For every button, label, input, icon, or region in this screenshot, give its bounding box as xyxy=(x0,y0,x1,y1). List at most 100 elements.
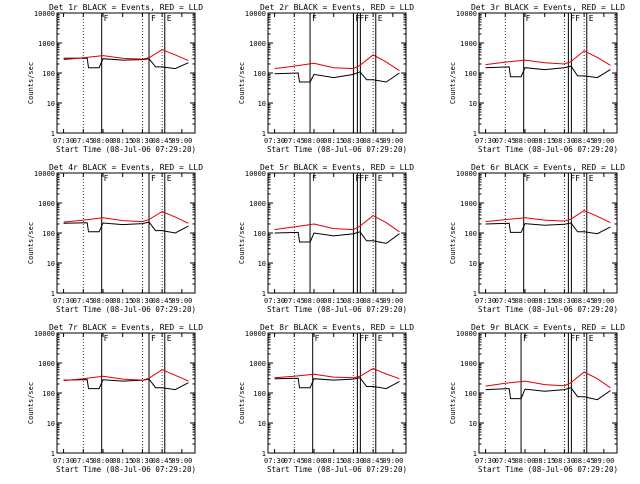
event-marker-label: F xyxy=(151,174,156,183)
y-axis-label: Counts/sec xyxy=(27,222,35,264)
y-tick-label: 1000 xyxy=(38,40,55,48)
panel-title: Det 1r BLACK = Events, RED = LLD xyxy=(49,3,203,12)
event-marker-label: FF xyxy=(359,334,369,343)
y-tick-label: 100 xyxy=(464,230,477,238)
x-tick-label: 08:30 xyxy=(132,137,153,145)
panel-title: Det 6r BLACK = Events, RED = LLD xyxy=(471,163,625,172)
y-axis-label: Counts/sec xyxy=(27,62,35,104)
panel-title: Det 7r BLACK = Events, RED = LLD xyxy=(49,323,203,332)
x-tick-label: 08:00 xyxy=(303,297,324,305)
y-tick-label: 1000 xyxy=(38,200,55,208)
x-tick-label: 08:30 xyxy=(554,137,575,145)
plot-frame xyxy=(478,332,618,454)
x-tick-label: 08:45 xyxy=(574,137,595,145)
event-marker-label: F xyxy=(526,174,531,183)
event-marker-label: F xyxy=(104,174,109,183)
x-tick-label: 08:30 xyxy=(343,137,364,145)
y-tick-label: 1000 xyxy=(249,200,266,208)
y-tick-label: 10 xyxy=(469,420,477,428)
y-tick-label: 1 xyxy=(262,450,266,458)
x-tick-label: 09:00 xyxy=(171,137,192,145)
detector-panel-7: Det 7r BLACK = Events, RED = LLD 1 10 100 10… xyxy=(27,323,203,474)
panel-title: Det 5r BLACK = Events, RED = LLD xyxy=(260,163,414,172)
x-tick-label: 09:00 xyxy=(382,297,403,305)
y-tick-label: 1000 xyxy=(460,40,477,48)
x-tick-label: 08:15 xyxy=(323,297,344,305)
events-series-line xyxy=(63,378,189,391)
x-tick-label: 08:15 xyxy=(323,137,344,145)
event-marker-label: E xyxy=(378,334,383,343)
lld-series-line xyxy=(485,210,611,224)
event-marker-label: F xyxy=(523,334,528,343)
event-marker-label: F xyxy=(151,334,156,343)
y-axis-label: Counts/sec xyxy=(238,382,246,424)
x-axis-label: Start Time (08-Jul-06 07:29:20) xyxy=(267,305,407,314)
x-tick-label: 07:45 xyxy=(284,297,305,305)
x-tick-label: 08:15 xyxy=(534,137,555,145)
lld-series-line xyxy=(274,54,400,72)
event-marker-label: FF xyxy=(570,334,580,343)
x-tick-label: 07:45 xyxy=(284,137,305,145)
panel-title: Det 8r BLACK = Events, RED = LLD xyxy=(260,323,414,332)
y-tick-label: 1 xyxy=(473,450,477,458)
x-tick-label: 07:30 xyxy=(475,297,496,305)
x-tick-label: 07:30 xyxy=(264,457,285,465)
detector-panel-3: Det 3r BLACK = Events, RED = LLD 1 10 100 10… xyxy=(449,3,625,154)
y-axis-label: Counts/sec xyxy=(449,62,457,104)
x-tick-label: 08:00 xyxy=(92,457,113,465)
events-series-line xyxy=(485,65,611,79)
y-axis-label: Counts/sec xyxy=(27,382,35,424)
y-axis-label: Counts/sec xyxy=(449,382,457,424)
y-tick-label: 100 xyxy=(253,70,266,78)
plot-frame xyxy=(478,12,618,134)
event-marker-label: E xyxy=(378,174,383,183)
y-tick-label: 100 xyxy=(464,390,477,398)
y-tick-label: 1 xyxy=(473,130,477,138)
x-axis-label: Start Time (08-Jul-06 07:29:20) xyxy=(56,465,196,474)
x-tick-label: 08:00 xyxy=(92,137,113,145)
x-tick-label: 08:00 xyxy=(92,297,113,305)
y-tick-label: 10 xyxy=(469,260,477,268)
x-tick-label: 07:45 xyxy=(495,457,516,465)
y-tick-label: 10 xyxy=(258,420,266,428)
detector-panel-2: Det 2r BLACK = Events, RED = LLD 1 10 100 10… xyxy=(238,3,414,154)
y-tick-label: 10 xyxy=(47,420,55,428)
x-tick-label: 07:30 xyxy=(475,457,496,465)
event-marker-label: F xyxy=(526,14,531,23)
y-tick-label: 100 xyxy=(253,230,266,238)
events-series-line xyxy=(274,231,400,244)
y-tick-label: 100 xyxy=(42,230,55,238)
x-tick-label: 07:30 xyxy=(264,297,285,305)
events-series-line xyxy=(274,71,400,83)
plot-frame xyxy=(478,172,618,294)
y-axis-label: Counts/sec xyxy=(449,222,457,264)
event-marker-label: E xyxy=(589,174,594,183)
panel-title: Det 9r BLACK = Events, RED = LLD xyxy=(471,323,625,332)
detector-panel-4: Det 4r BLACK = Events, RED = LLD 1 10 100 10… xyxy=(27,163,203,314)
x-tick-label: 08:45 xyxy=(574,457,595,465)
x-axis-label: Start Time (08-Jul-06 07:29:20) xyxy=(56,305,196,314)
event-marker-label: F xyxy=(355,174,360,183)
x-tick-label: 08:45 xyxy=(363,297,384,305)
y-tick-label: 10000 xyxy=(34,10,55,18)
detector-panel-1: Det 1r BLACK = Events, RED = LLD 1 10 100 10… xyxy=(27,3,203,154)
x-tick-label: 07:45 xyxy=(73,457,94,465)
x-tick-label: 07:45 xyxy=(73,297,94,305)
event-marker-label: F xyxy=(151,14,156,23)
x-tick-label: 08:15 xyxy=(112,457,133,465)
y-tick-label: 1 xyxy=(262,130,266,138)
y-tick-label: 10000 xyxy=(34,170,55,178)
x-tick-label: 07:45 xyxy=(73,137,94,145)
y-tick-label: 1000 xyxy=(460,360,477,368)
y-tick-label: 1000 xyxy=(249,40,266,48)
x-axis-label: Start Time (08-Jul-06 07:29:20) xyxy=(267,145,407,154)
event-marker-label: E xyxy=(167,14,172,23)
x-tick-label: 08:30 xyxy=(554,457,575,465)
x-axis-label: Start Time (08-Jul-06 07:29:20) xyxy=(478,305,618,314)
x-tick-label: 07:30 xyxy=(264,137,285,145)
event-marker-label: FF xyxy=(359,174,369,183)
x-tick-label: 07:45 xyxy=(495,297,516,305)
y-axis-label: Counts/sec xyxy=(238,62,246,104)
